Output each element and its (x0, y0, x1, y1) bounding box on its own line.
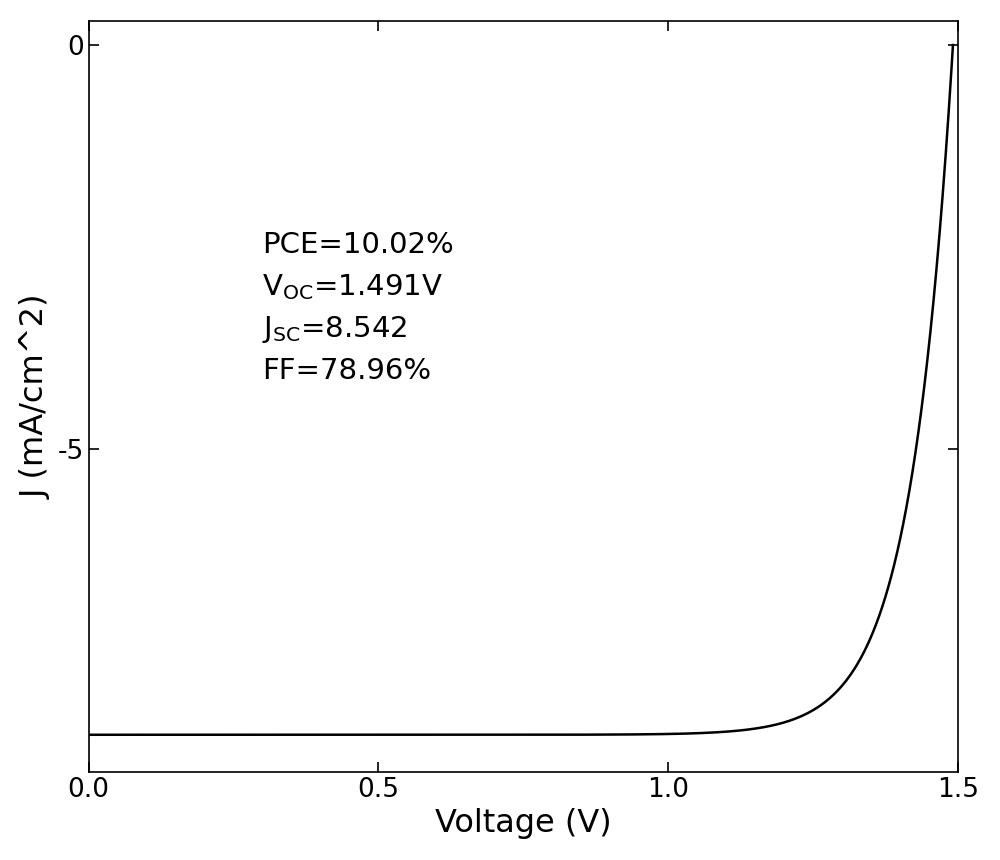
Text: PCE=10.02%
V$_{\mathregular{OC}}$=1.491V
J$_{\mathregular{SC}}$=8.542
FF=78.96%: PCE=10.02% V$_{\mathregular{OC}}$=1.491V… (262, 231, 454, 385)
Y-axis label: J (mA/cm^2): J (mA/cm^2) (21, 294, 52, 499)
X-axis label: Voltage (V): Voltage (V) (435, 808, 612, 839)
